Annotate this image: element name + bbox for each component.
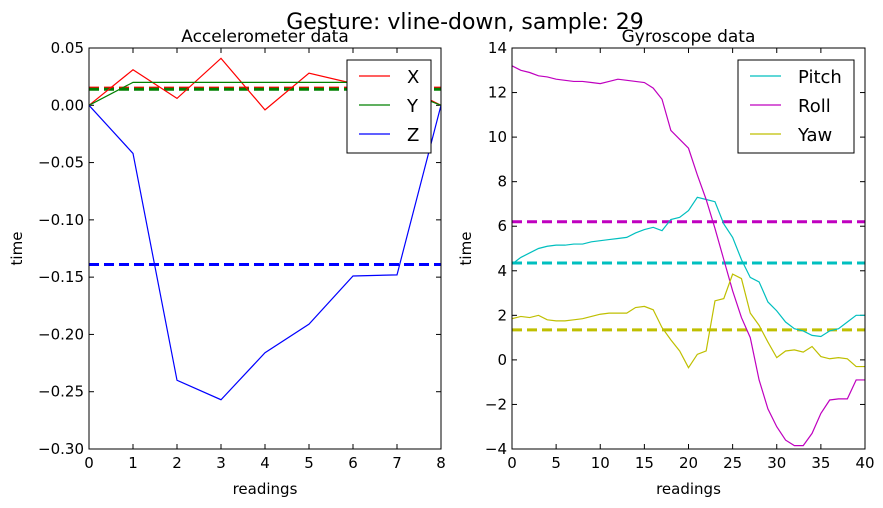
y-tick-label: 0: [497, 351, 507, 369]
legend-label-roll: Roll: [798, 96, 831, 117]
x-tick-label: 25: [723, 454, 742, 472]
chart-title: Gyroscope data: [622, 27, 756, 47]
y-tick-label: 10: [488, 128, 507, 146]
legend-label-x: X: [407, 67, 419, 88]
series-line-roll: [511, 65, 865, 447]
x-axis-label: readings: [656, 480, 721, 498]
legend-label-pitch: Pitch: [798, 67, 842, 88]
x-tick-label: 5: [551, 454, 561, 472]
y-axis-label: time: [8, 232, 26, 266]
series-line-yaw: [511, 273, 865, 369]
axes-frame: [88, 47, 442, 450]
y-tick-label: 0.05: [51, 39, 84, 57]
x-tick-label: 6: [348, 454, 358, 472]
legend-label-z: Z: [407, 125, 419, 146]
x-tick-label: 30: [767, 454, 786, 472]
y-axis-label: time: [457, 232, 475, 266]
accelerometer-panel: Accelerometer data 0 1 2 3 4 5 6 7 8 0.05 0.00 −0.05…: [8, 27, 446, 498]
x-tick-label: 3: [216, 454, 226, 472]
legend-label-y: Y: [406, 96, 419, 117]
x-tick-label: 2: [172, 454, 182, 472]
y-tick-label: −4: [485, 440, 507, 458]
y-tick-label: 12: [488, 84, 507, 102]
x-axis-label: readings: [233, 480, 298, 498]
x-tick-label: 35: [811, 454, 830, 472]
y-tick-label: 0.00: [51, 96, 84, 114]
y-tick-label: −0.30: [38, 440, 84, 458]
x-tick-label: 0: [507, 454, 517, 472]
series-line-pitch: [511, 196, 865, 338]
y-tick-label: −0.20: [38, 325, 84, 343]
series-line-z: [88, 104, 442, 401]
y-tick-label: 2: [497, 306, 507, 324]
y-tick-label: −2: [485, 395, 507, 413]
legend-label-yaw: Yaw: [797, 125, 832, 146]
x-tick-label: 1: [128, 454, 138, 472]
y-tick-label: −0.10: [38, 211, 84, 229]
x-tick-label: 4: [260, 454, 270, 472]
chart-title: Accelerometer data: [181, 27, 349, 47]
x-tick-label: 8: [436, 454, 446, 472]
y-tick-label: −0.25: [38, 383, 84, 401]
x-tick-label: 15: [635, 454, 654, 472]
x-tick-label: 5: [304, 454, 314, 472]
y-tick-label: −0.15: [38, 268, 84, 286]
y-tick-label: 14: [488, 39, 507, 57]
x-tick-label: 40: [855, 454, 874, 472]
x-tick-label: 10: [591, 454, 610, 472]
axes-frame: [511, 47, 866, 450]
x-tick-label: 7: [392, 454, 402, 472]
y-tick-label: 4: [497, 262, 507, 280]
y-tick-label: 8: [497, 173, 507, 191]
y-tick-label: −0.05: [38, 154, 84, 172]
x-tick-label: 20: [679, 454, 698, 472]
x-tick-label: 0: [84, 454, 94, 472]
figure-suptitle: Gesture: vline-down, sample: 29: [286, 10, 644, 35]
y-tick-label: 6: [497, 217, 507, 235]
